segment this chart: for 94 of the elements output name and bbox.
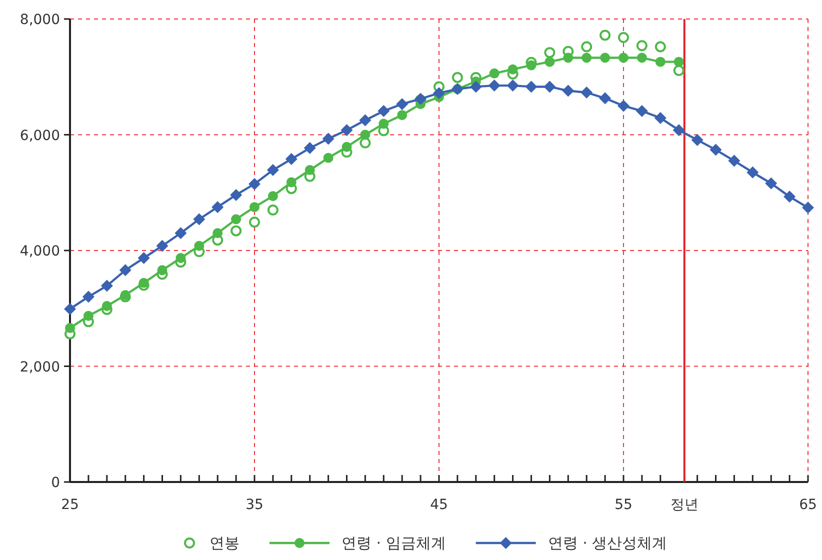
point	[360, 137, 371, 148]
point	[544, 80, 556, 93]
point	[526, 60, 536, 70]
point	[342, 142, 352, 152]
point	[83, 310, 94, 321]
point	[82, 290, 94, 303]
y-tick-label: 2,000	[20, 359, 60, 376]
y-tick-label: 8,000	[20, 12, 60, 28]
point	[618, 100, 630, 112]
point	[360, 130, 370, 140]
point	[636, 40, 648, 52]
point	[691, 134, 704, 146]
point	[397, 110, 408, 120]
point	[508, 64, 518, 74]
point	[673, 65, 684, 76]
y-tick-label: 6,000	[20, 128, 60, 144]
point	[157, 265, 168, 276]
point	[378, 118, 389, 129]
point	[174, 227, 187, 240]
point	[156, 240, 168, 252]
point	[231, 214, 242, 224]
point	[655, 56, 666, 67]
x-tick-label: 65	[799, 497, 817, 513]
point	[248, 178, 260, 190]
point	[230, 225, 242, 236]
x-tick-label: 25	[61, 497, 79, 513]
y-tick-label: 4,000	[20, 244, 60, 260]
legend-label: 연령 · 생산성체계	[548, 534, 668, 552]
legend-label: 연령 · 임금체계	[342, 534, 446, 552]
point	[618, 32, 629, 44]
point	[525, 80, 538, 93]
point	[359, 114, 372, 126]
point	[765, 177, 778, 190]
point	[654, 112, 666, 124]
point	[212, 228, 223, 238]
point	[286, 177, 296, 188]
point	[64, 302, 76, 315]
point	[323, 152, 334, 163]
point	[636, 105, 648, 118]
point	[654, 41, 666, 52]
point	[304, 142, 316, 154]
point	[230, 188, 242, 201]
point	[65, 323, 75, 334]
point	[138, 252, 150, 264]
point	[562, 84, 574, 97]
point	[304, 165, 315, 176]
point	[489, 68, 500, 78]
x-tick-label: 정년	[670, 497, 698, 513]
point	[452, 72, 463, 83]
point	[582, 52, 592, 63]
point	[268, 191, 278, 202]
point	[396, 98, 408, 110]
point	[488, 80, 500, 92]
point	[267, 204, 278, 216]
point	[285, 153, 298, 166]
point	[600, 30, 611, 41]
point	[710, 144, 722, 156]
point	[322, 132, 334, 145]
point	[618, 52, 628, 63]
point	[433, 87, 445, 100]
point	[100, 280, 113, 292]
point	[378, 105, 390, 118]
point	[250, 202, 260, 212]
point	[802, 202, 814, 214]
point	[674, 56, 684, 67]
y-tick-label: 0	[51, 475, 60, 491]
x-tick-label: 55	[614, 497, 632, 513]
point	[599, 92, 612, 104]
point	[728, 154, 740, 167]
point	[506, 80, 519, 92]
point	[176, 253, 186, 264]
point	[470, 80, 482, 93]
x-tick-label: 45	[430, 497, 448, 513]
point	[600, 52, 610, 63]
legend-label: 연봉	[210, 534, 240, 552]
point	[544, 56, 555, 67]
point	[102, 301, 112, 312]
point	[580, 86, 593, 98]
point	[193, 213, 206, 226]
point	[119, 264, 132, 276]
point	[636, 52, 647, 63]
point	[544, 47, 556, 58]
x-tick-label: 35	[246, 497, 264, 513]
point	[581, 41, 592, 52]
point	[672, 124, 685, 136]
point	[563, 52, 574, 63]
point	[212, 201, 224, 214]
point	[249, 216, 260, 228]
point	[138, 278, 149, 288]
point	[194, 240, 204, 251]
point	[340, 124, 353, 136]
point	[784, 190, 796, 203]
point	[266, 164, 279, 176]
point	[746, 166, 759, 178]
